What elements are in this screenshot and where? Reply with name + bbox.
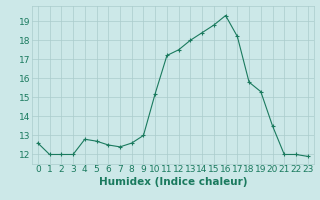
X-axis label: Humidex (Indice chaleur): Humidex (Indice chaleur) [99,177,247,187]
